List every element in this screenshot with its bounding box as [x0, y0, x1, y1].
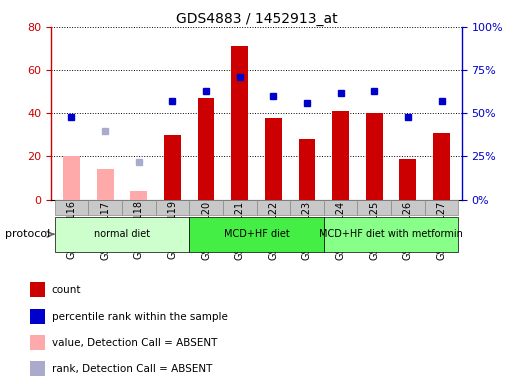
Text: GSM878127: GSM878127: [437, 200, 446, 260]
Text: rank, Detection Call = ABSENT: rank, Detection Call = ABSENT: [52, 364, 212, 374]
Bar: [265, 118, 282, 200]
Bar: [30, 361, 45, 376]
Text: GSM878126: GSM878126: [403, 200, 413, 260]
Text: GSM878118: GSM878118: [134, 200, 144, 260]
Bar: [332, 111, 349, 200]
Text: GSM878121: GSM878121: [234, 200, 245, 260]
Bar: [55, 217, 189, 252]
Bar: [30, 309, 45, 324]
Text: protocol: protocol: [5, 229, 50, 239]
Bar: [290, 200, 324, 215]
Text: MCD+HF diet: MCD+HF diet: [224, 229, 289, 239]
Bar: [358, 200, 391, 215]
Text: GSM878117: GSM878117: [100, 200, 110, 260]
Bar: [433, 133, 450, 200]
Text: value, Detection Call = ABSENT: value, Detection Call = ABSENT: [52, 338, 217, 348]
Bar: [55, 200, 88, 215]
Bar: [189, 217, 324, 252]
Bar: [88, 200, 122, 215]
Text: GSM878125: GSM878125: [369, 200, 379, 260]
Bar: [155, 200, 189, 215]
Bar: [122, 200, 155, 215]
Text: MCD+HF diet with metformin: MCD+HF diet with metformin: [319, 229, 463, 239]
Text: GSM878120: GSM878120: [201, 200, 211, 260]
Bar: [324, 217, 458, 252]
Title: GDS4883 / 1452913_at: GDS4883 / 1452913_at: [175, 12, 338, 26]
Text: GSM878124: GSM878124: [336, 200, 346, 260]
Text: GSM878119: GSM878119: [167, 200, 177, 260]
Bar: [30, 335, 45, 350]
Bar: [198, 98, 214, 200]
Text: GSM878116: GSM878116: [67, 200, 76, 260]
Bar: [391, 200, 425, 215]
Bar: [164, 135, 181, 200]
Bar: [299, 139, 315, 200]
Bar: [189, 200, 223, 215]
Bar: [231, 46, 248, 200]
Bar: [324, 200, 358, 215]
Bar: [63, 157, 80, 200]
Text: normal diet: normal diet: [94, 229, 150, 239]
Bar: [256, 200, 290, 215]
Bar: [223, 200, 256, 215]
Text: GSM878123: GSM878123: [302, 200, 312, 260]
Text: percentile rank within the sample: percentile rank within the sample: [52, 312, 228, 322]
Text: GSM878122: GSM878122: [268, 200, 279, 260]
Bar: [30, 282, 45, 297]
Bar: [130, 191, 147, 200]
Bar: [366, 113, 383, 200]
Bar: [400, 159, 416, 200]
Text: count: count: [52, 285, 82, 295]
Bar: [97, 169, 113, 200]
Bar: [425, 200, 458, 215]
